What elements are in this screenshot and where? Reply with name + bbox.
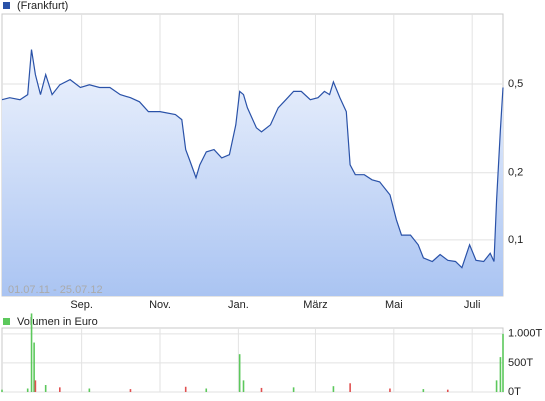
date-range: 01.07.11 - 25.07.12 (8, 284, 103, 296)
x-tick-label: Sep. (70, 299, 93, 311)
volume-bar (260, 387, 263, 392)
volume-bar (33, 342, 35, 392)
area (2, 49, 503, 296)
volume-bar (34, 380, 37, 392)
legend-swatch (3, 318, 10, 325)
volume-bar (499, 357, 502, 392)
price-line (1, 49, 504, 269)
plot-frame (1, 327, 504, 393)
x-tick-label: Nov. (149, 299, 171, 311)
y-tick-label: 0,1 (508, 234, 523, 246)
volume-bar (88, 388, 91, 392)
volume-bar (205, 388, 208, 392)
volume-bar (30, 313, 33, 392)
volume-bar (292, 387, 295, 392)
y-tick-label: 500T (508, 357, 533, 369)
volume-bar (26, 388, 29, 392)
x-tick-label: Juli (464, 299, 481, 311)
volume-bar (242, 380, 245, 392)
volume-bar (184, 386, 187, 392)
volume-bar (238, 354, 241, 392)
legend-swatch (3, 2, 10, 9)
volume-bar (129, 389, 132, 392)
volume-bar (495, 380, 498, 392)
volume-bar (59, 387, 61, 392)
y-tick-label: 1.000T (508, 328, 543, 340)
volume-bar (502, 333, 504, 392)
legend-label: Volumen in Euro (17, 316, 98, 328)
volume-bar (349, 383, 351, 392)
volume-bar (446, 389, 449, 392)
volume-bar (389, 388, 391, 392)
legend-label: (Frankfurt) (17, 0, 68, 12)
volume-bar (44, 385, 47, 392)
x-tick-label: Jan. (228, 299, 249, 311)
y-tick-label: 0,2 (508, 167, 523, 179)
volume-bar (332, 386, 335, 392)
y-tick-label: 0,5 (508, 78, 523, 90)
y-tick-label: 0T (508, 386, 521, 398)
x-tick-label: Mai (385, 299, 403, 311)
volume-bar (1, 389, 3, 392)
volume-bar (422, 389, 425, 392)
x-tick-label: März (303, 299, 327, 311)
